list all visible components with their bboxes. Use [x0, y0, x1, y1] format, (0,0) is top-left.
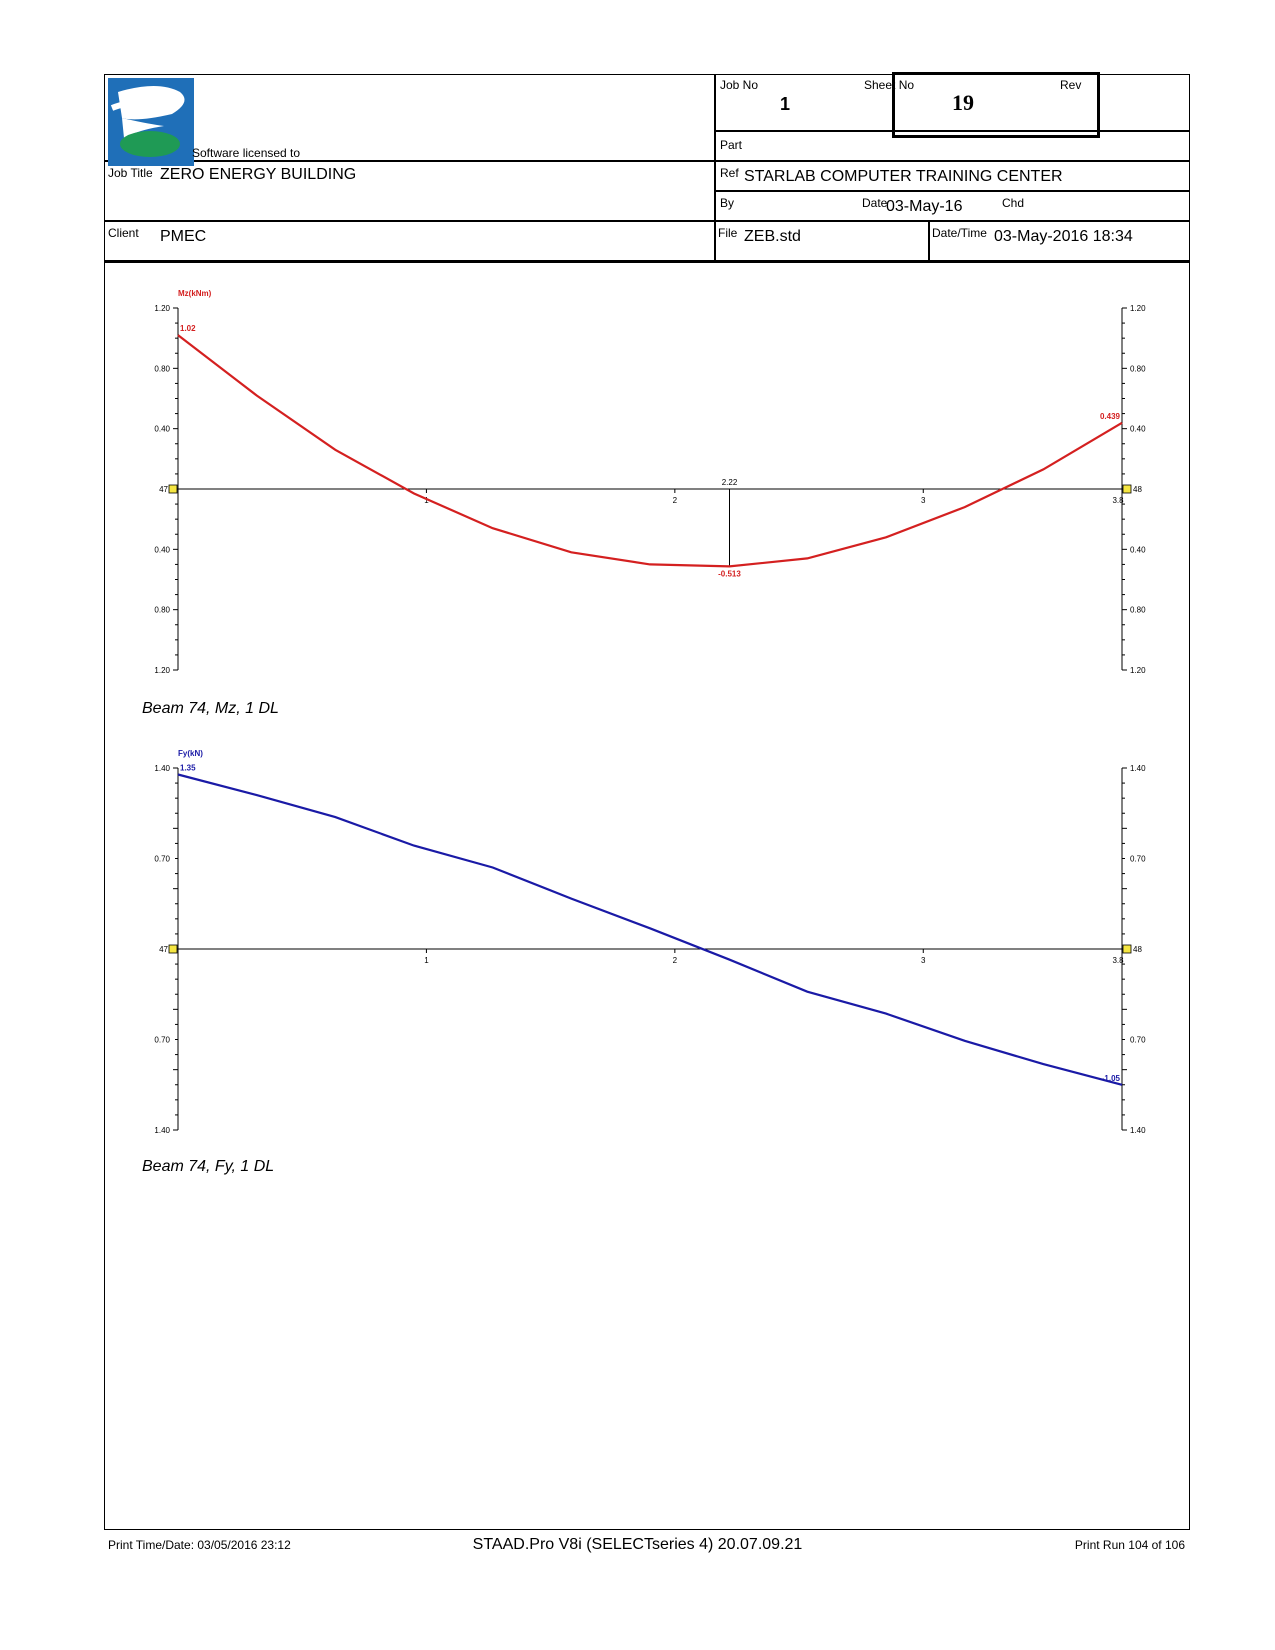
file-label: File — [718, 226, 738, 240]
divider — [714, 130, 1190, 132]
series-line — [177, 334, 1123, 568]
y-tick-label: 1.20 — [1130, 666, 1146, 675]
job-title: ZERO ENERGY BUILDING — [160, 166, 357, 183]
job-no-label: Job No — [720, 78, 759, 92]
data-label: 1.35 — [180, 763, 196, 772]
start-node-label: 47 — [159, 945, 168, 954]
mz-chart-caption: Beam 74, Mz, 1 DL — [142, 700, 279, 717]
part-label: Part — [720, 138, 743, 152]
ref-value: STARLAB COMPUTER TRAINING CENTER — [744, 168, 1063, 185]
x-tick-label: 3.8 — [1112, 496, 1124, 505]
y-tick-label: 0.70 — [1130, 855, 1146, 864]
divider — [714, 74, 716, 260]
fy-chart-svg: Fy(kN) 1.40 1.40 0.70 0.70 0.70 0.70 1.40 1.40 1 2… — [154, 749, 1146, 1135]
datetime-value: 03-May-2016 18:34 — [994, 228, 1133, 245]
y-tick-label: 0.40 — [1130, 425, 1146, 434]
fy-chart-caption: Beam 74, Fy, 1 DL — [142, 1158, 275, 1175]
y-tick-label: 1.40 — [154, 1126, 170, 1135]
print-run: Print Run 104 of 106 — [1074, 1538, 1185, 1552]
divider — [928, 220, 930, 260]
divider — [104, 220, 1190, 222]
start-node-label: 47 — [159, 485, 168, 494]
y-tick-label: 0.80 — [154, 364, 170, 373]
y-tick-label: 1.40 — [1130, 1126, 1146, 1135]
y-tick-label: 0.40 — [154, 545, 170, 554]
client-value: PMEC — [160, 228, 207, 245]
x-tick-label: 1 — [424, 496, 429, 505]
ref-label: Ref — [720, 166, 739, 180]
print-time: Print Time/Date: 03/05/2016 23:12 — [108, 1538, 291, 1552]
divider — [104, 160, 1190, 162]
mz-chart: Mz(kNm) 1.20 1.20 0.80 0.80 0.40 0.40 0.40 0.40 0… — [0, 280, 1275, 720]
y-tick-label: 1.40 — [154, 764, 170, 773]
bentley-logo — [108, 78, 194, 166]
x-tick-label: 3.8 — [1112, 956, 1124, 965]
x-tick-label: 2 — [673, 496, 678, 505]
y-axis-label: Mz(kNm) — [178, 289, 212, 298]
x-tick-label: 3 — [921, 956, 926, 965]
y-tick-label: 0.80 — [1130, 606, 1146, 615]
date-value: 03-May-16 — [886, 198, 963, 215]
datetime-label: Date/Time — [932, 226, 987, 240]
chd-label: Chd — [1002, 196, 1025, 210]
divider — [714, 190, 1190, 192]
start-node-marker — [168, 944, 178, 954]
end-node-label: 48 — [1133, 485, 1142, 494]
client-label: Client — [108, 226, 139, 240]
data-label: -1.05 — [1102, 1074, 1121, 1083]
by-label: By — [720, 196, 735, 210]
job-title-label: Job Title — [108, 166, 153, 180]
start-node-marker — [168, 484, 178, 494]
y-tick-label: 0.70 — [1130, 1036, 1146, 1045]
y-tick-label: 0.80 — [1130, 364, 1146, 373]
licensed-text: Software licensed to — [192, 146, 301, 160]
max-marker-label: 2.22 — [722, 478, 738, 487]
software-version: STAAD.Pro V8i (SELECTseries 4) 20.07.09.… — [472, 1536, 803, 1553]
y-tick-label: 0.80 — [154, 606, 170, 615]
series-line — [177, 773, 1123, 1086]
end-node-marker — [1122, 484, 1132, 494]
mz-chart-svg: Mz(kNm) 1.20 1.20 0.80 0.80 0.40 0.40 0.40 0.40 0… — [154, 289, 1146, 675]
data-label: -0.513 — [718, 569, 741, 578]
x-tick-label: 1 — [424, 956, 429, 965]
date-label: Date — [862, 196, 888, 210]
end-node-marker — [1122, 944, 1132, 954]
y-tick-label: 1.20 — [154, 666, 170, 675]
title-block-underline — [104, 260, 1190, 263]
y-tick-label: 0.40 — [1130, 545, 1146, 554]
y-tick-label: 1.20 — [154, 304, 170, 313]
job-no: 1 — [780, 94, 791, 114]
sheet-no-label: Sheet No — [864, 78, 915, 92]
x-tick-label: 3 — [921, 496, 926, 505]
end-node-label: 48 — [1133, 945, 1142, 954]
y-tick-label: 0.70 — [154, 1036, 170, 1045]
fy-chart: Fy(kN) 1.40 1.40 0.70 0.70 0.70 0.70 1.40 1.40 1 2… — [0, 740, 1275, 1180]
sheet-no: 19 — [952, 90, 974, 115]
y-tick-label: 1.20 — [1130, 304, 1146, 313]
title-block: Software licensed to Job No 1 Sheet No 1… — [104, 72, 1190, 262]
rev-label: Rev — [1060, 78, 1082, 92]
y-tick-label: 0.70 — [154, 855, 170, 864]
y-tick-label: 0.40 — [154, 425, 170, 434]
data-label: 0.439 — [1100, 412, 1121, 421]
sheet-no-box — [892, 72, 1100, 138]
x-tick-label: 2 — [673, 956, 678, 965]
y-axis-label: Fy(kN) — [178, 749, 203, 758]
data-label: 1.02 — [180, 324, 196, 333]
page-frame — [104, 74, 1190, 1530]
y-tick-label: 1.40 — [1130, 764, 1146, 773]
file-value: ZEB.std — [744, 228, 801, 245]
